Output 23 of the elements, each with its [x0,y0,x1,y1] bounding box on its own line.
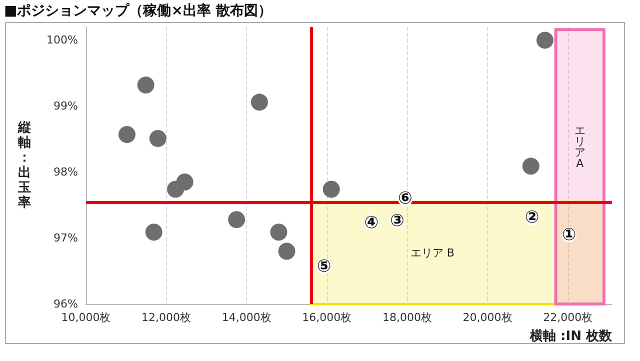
y-tick-label: 99% [54,100,78,113]
band-label: エリア B [410,246,454,260]
x-tick-label: 22,000枚 [543,311,593,324]
chart-title: ■ポジションマップ（稼働×出率 散布図） [4,2,272,20]
x-tick-label: 14,000枚 [222,311,272,324]
x-tick-label: 10,000枚 [61,311,111,324]
y-tick-label: 96% [54,298,78,310]
band-label: エリアA [574,124,586,170]
x-axis-title: 横軸 :IN 枚数 [529,329,613,344]
data-label: ② [524,208,540,228]
y-tick-label: 98% [54,166,78,179]
data-label: ⑤ [316,256,332,276]
data-label: ⑥ [398,188,412,208]
y-tick-label: 100% [46,34,78,47]
x-tick-label: 18,000枚 [382,311,432,324]
y-tick-label: 97% [54,232,78,245]
data-label: ① [562,224,576,245]
data-label: ③ [390,210,404,231]
data-label: ④ [364,212,379,233]
x-tick-label: 16,000枚 [302,311,352,324]
y-axis-title: 縦軸：出玉率 [17,120,31,210]
x-tick-label: 12,000枚 [142,311,192,324]
x-tick-label: 20,000枚 [462,311,512,324]
